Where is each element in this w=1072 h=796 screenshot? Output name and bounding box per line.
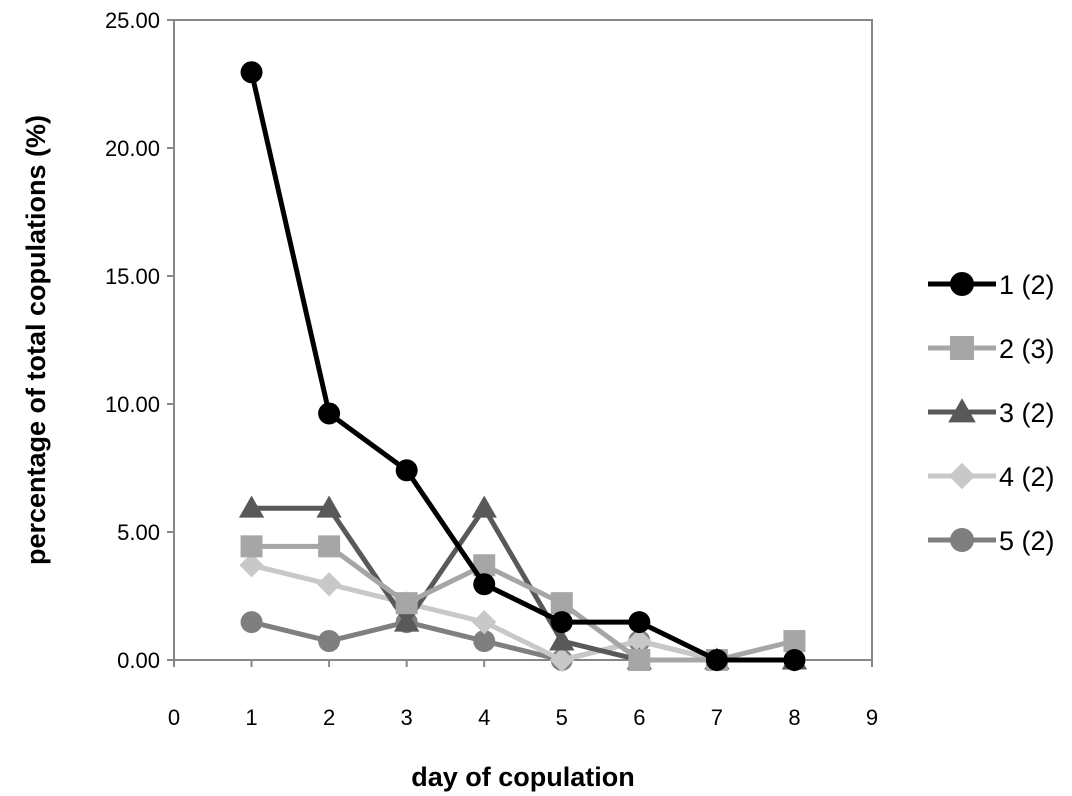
legend-item: 4 (2): [928, 462, 1055, 492]
legend-marker: [950, 528, 974, 552]
x-tick-label: 0: [168, 705, 180, 730]
y-tick-label: 0.00: [117, 648, 160, 673]
data-point: [550, 611, 573, 634]
y-tick-label: 10.00: [105, 392, 160, 417]
y-tick-label: 5.00: [117, 520, 160, 545]
data-point: [705, 649, 728, 671]
x-tick-label: 3: [401, 705, 413, 730]
x-tick-label: 1: [245, 705, 257, 730]
data-point: [627, 628, 652, 654]
data-point: [628, 649, 651, 671]
x-tick-label: 8: [788, 705, 800, 730]
series-layer: [238, 61, 808, 673]
data-point: [473, 554, 496, 577]
data-point: [317, 572, 342, 597]
data-point: [471, 495, 497, 518]
legend-label: 4 (2): [999, 462, 1055, 492]
x-axis-title: day of copulation: [411, 762, 635, 792]
series-1: [240, 61, 806, 671]
legend-label: 5 (2): [999, 526, 1055, 556]
x-tick-label: 2: [323, 705, 335, 730]
data-point: [318, 630, 341, 653]
data-point: [473, 630, 496, 653]
data-point: [239, 553, 264, 578]
data-point: [628, 611, 651, 634]
data-point: [238, 495, 265, 518]
data-point: [318, 402, 341, 425]
x-tick-label: 7: [711, 705, 723, 730]
plot-border: [173, 19, 873, 661]
y-tick-label: 20.00: [105, 136, 160, 161]
x-tick-label: 4: [478, 705, 490, 730]
x-axis: 0 1 2 3 4 5 6 7 8 9: [168, 660, 878, 730]
legend-marker: [950, 272, 974, 296]
data-point: [395, 459, 418, 482]
series-line: [249, 71, 795, 663]
data-point: [394, 609, 420, 632]
data-point: [240, 611, 263, 634]
x-tick-label: 9: [866, 705, 878, 730]
legend-label: 1 (2): [999, 270, 1055, 300]
data-point: [473, 573, 496, 596]
data-point: [549, 628, 575, 651]
data-point: [549, 647, 574, 673]
legend-item: 1 (2): [928, 270, 1055, 300]
y-tick-label: 15.00: [105, 264, 160, 289]
data-point: [318, 535, 341, 558]
legend-item: 3 (2): [928, 398, 1055, 428]
data-point: [240, 61, 263, 84]
x-tick-label: 5: [556, 705, 568, 730]
legend-item: 2 (3): [928, 334, 1055, 364]
data-point: [783, 630, 806, 653]
series-line: [251, 543, 796, 663]
legend-label: 3 (2): [999, 398, 1055, 428]
y-tick-label: 25.00: [105, 8, 160, 33]
legend: 1 (2) 2 (3) 3 (2) 4 (2) 5 (2): [928, 270, 1055, 556]
data-point: [550, 592, 573, 615]
data-point: [316, 495, 342, 518]
series-line: [250, 562, 795, 663]
data-point: [472, 610, 497, 635]
legend-item: 5 (2): [928, 526, 1055, 556]
legend-marker: [948, 462, 976, 490]
x-tick-label: 6: [633, 705, 645, 730]
data-point: [783, 649, 806, 671]
y-axis-title: percentage of total copulations (%): [21, 115, 51, 565]
data-point: [395, 592, 418, 615]
legend-marker: [948, 398, 976, 423]
legend-marker: [950, 336, 974, 360]
y-axis: 0.00 5.00 10.00 15.00 20.00 25.00: [105, 8, 174, 673]
plot-frame: [173, 19, 873, 661]
data-point: [240, 535, 263, 558]
series-2: [240, 535, 806, 671]
legend-label: 2 (3): [999, 334, 1055, 364]
